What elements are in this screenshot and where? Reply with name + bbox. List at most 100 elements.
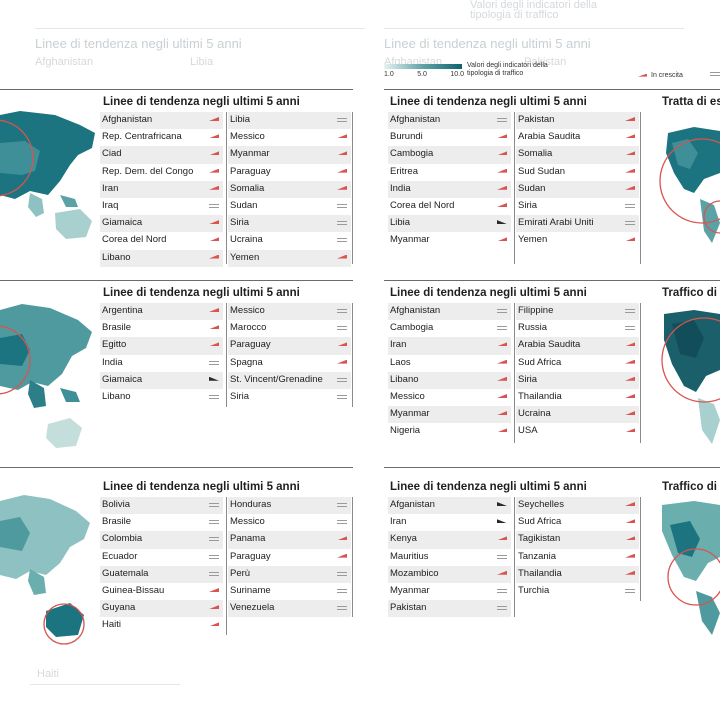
country-name: Iraq	[102, 199, 119, 211]
trend-flat-icon	[625, 588, 635, 593]
country-row: Ciad	[100, 146, 223, 164]
trend-up-icon	[497, 359, 507, 364]
trend-up-icon	[337, 342, 347, 347]
column-divider	[352, 303, 353, 407]
color-legend: 1.0 5.0 10.0 Valori degli indicatori del…	[384, 62, 720, 86]
trend-flat-icon	[209, 394, 219, 399]
column-divider	[514, 303, 515, 443]
country-list-right: Messico Marocco Paraguay Spagna St. Vincent/…	[228, 303, 351, 406]
country-name: Libano	[102, 251, 131, 263]
country-name: Paraguay	[230, 339, 271, 351]
country-row: Messico	[228, 129, 351, 146]
trend-flat-icon	[710, 72, 720, 76]
legend-gradient	[384, 64, 462, 69]
trend-up-icon	[209, 117, 219, 121]
country-row: Corea del Nord	[100, 232, 223, 249]
country-row: India	[100, 355, 223, 372]
trend-flat-icon	[337, 309, 347, 313]
trend-up-icon	[625, 151, 635, 156]
country-name: Brasile	[102, 516, 132, 528]
trend-up-icon	[638, 73, 647, 77]
trend-flat-icon	[337, 606, 347, 611]
country-row: Russia	[516, 320, 639, 337]
trend-flat-icon	[625, 326, 635, 331]
trend-up-icon	[497, 342, 507, 347]
country-row: Emirati Arabi Uniti	[516, 215, 639, 233]
country-name: Yemen	[230, 251, 260, 263]
country-name: Messico	[390, 390, 425, 402]
column-divider	[640, 497, 641, 601]
trend-flat-icon	[497, 326, 507, 331]
trend-up-icon	[497, 376, 507, 381]
trend-up-icon	[497, 237, 507, 242]
world-map	[0, 481, 98, 645]
trend-flat-icon	[209, 537, 219, 542]
country-row: Corea del Nord	[388, 198, 511, 215]
country-name: Haiti	[102, 619, 122, 631]
trend-up-icon	[209, 185, 219, 190]
country-name: Siria	[230, 390, 250, 402]
country-row: Argentina	[100, 303, 223, 321]
trend-up-icon	[625, 536, 635, 541]
trend-up-icon	[497, 168, 507, 173]
country-name: Burundi	[390, 131, 423, 143]
country-name: Guyana	[102, 602, 136, 614]
country-name: Myanmar	[390, 234, 430, 246]
country-name: Brasile	[102, 322, 132, 334]
country-list-right: Honduras Messico Panama Paraguay Perù Surinam…	[228, 497, 351, 618]
country-name: Myanmar	[230, 148, 270, 160]
trend-flat-icon	[497, 118, 507, 122]
country-name: Yemen	[518, 234, 548, 246]
country-list-right: Seychelles Sud Africa Tagikistan Tanzania Th…	[516, 497, 639, 600]
country-name: Sudan	[518, 182, 546, 194]
trend-up-icon	[209, 342, 219, 347]
country-name: Messico	[230, 516, 265, 528]
country-list-right: Libia Messico Myanmar Paraguay Somalia Sudan S…	[228, 112, 351, 267]
trend-up-icon	[337, 134, 347, 139]
country-row: Somalia	[228, 180, 351, 198]
country-name: Ecuador	[102, 550, 138, 562]
trend-up-icon	[209, 220, 219, 225]
trend-flat-icon	[497, 554, 507, 559]
trend-flat-icon	[209, 571, 219, 576]
country-name: Tanzania	[518, 550, 557, 562]
trend-up-icon	[625, 359, 635, 364]
country-list-left: Afganistan Iran Kenya Mauritius Mozambico Mya…	[388, 497, 511, 618]
country-name: USA	[518, 425, 538, 437]
trend-up-icon	[625, 502, 635, 506]
panel-rule	[384, 89, 720, 90]
trend-up-icon	[625, 411, 635, 416]
country-name: Argentina	[102, 305, 143, 316]
legend-tick: 5.0	[417, 71, 427, 78]
country-row: Brasile	[100, 514, 223, 531]
country-name: Iran	[102, 182, 119, 194]
trend-down-icon	[209, 376, 219, 381]
trend-flat-icon	[209, 520, 219, 525]
country-name: Paraguay	[230, 165, 271, 177]
country-row: Messico	[388, 389, 511, 406]
country-name: Marocco	[230, 322, 267, 334]
country-name: Turchia	[518, 584, 550, 596]
country-row: Afghanistan	[388, 112, 511, 130]
trend-down-icon	[497, 220, 507, 225]
background-chip-1: Afghanistan	[35, 56, 94, 68]
country-row: Myanmar	[388, 232, 511, 249]
country-name: Corea del Nord	[390, 199, 455, 211]
country-name: Suriname	[230, 584, 271, 596]
panel-title: Linee di tendenza negli ultimi 5 anni	[103, 481, 300, 493]
country-name: Rep. Centrafricana	[102, 131, 182, 143]
trend-up-icon	[497, 393, 507, 398]
panel-title: Linee di tendenza negli ultimi 5 anni	[103, 287, 300, 299]
country-row: Siria	[516, 198, 639, 215]
country-name: Myanmar	[390, 584, 430, 596]
country-name: Eritrea	[390, 165, 418, 177]
column-divider	[226, 112, 227, 264]
trend-up-icon	[337, 359, 347, 364]
trend-up-icon	[337, 536, 347, 541]
country-row: Paraguay	[228, 549, 351, 566]
country-row: Afganistan	[388, 497, 511, 515]
country-name: Cambogia	[390, 322, 434, 334]
country-name: Myanmar	[390, 408, 430, 420]
country-row: Myanmar	[228, 146, 351, 164]
country-name: Russia	[518, 322, 548, 334]
